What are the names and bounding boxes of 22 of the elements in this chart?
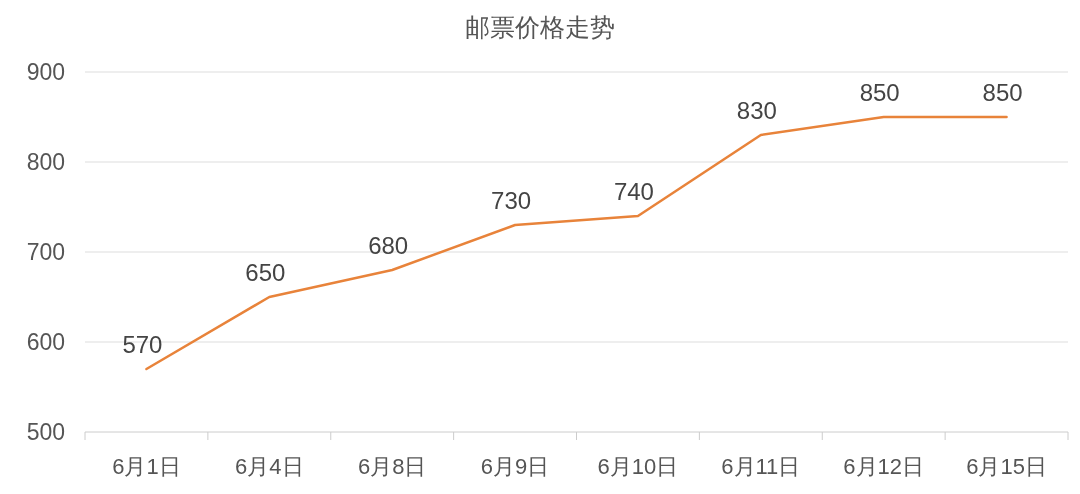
data-label: 730 [491,187,532,214]
y-tick-label: 700 [26,239,65,265]
x-tick-label: 6月1日 [112,454,181,479]
y-tick-label: 500 [26,419,65,445]
data-label: 680 [368,232,409,259]
data-label: 570 [122,331,163,358]
data-label: 830 [736,97,777,124]
y-tick-label: 600 [26,329,65,355]
data-label: 740 [613,178,654,205]
x-tick-label: 6月4日 [235,454,304,479]
data-label: 850 [982,79,1023,106]
x-tick-label: 6月8日 [357,454,427,479]
y-tick-label: 800 [26,149,65,175]
x-tick-label: 6月11日 [721,454,801,479]
x-tick-label: 6月10日 [597,454,679,479]
x-tick-label: 6月12日 [843,454,925,479]
x-tick-label: 6月9日 [480,454,550,479]
y-tick-label: 900 [26,59,65,85]
data-label: 850 [859,79,900,106]
chart-title: 邮票价格走势 [465,13,615,41]
x-tick-label: 6月15日 [966,454,1047,479]
data-label: 650 [245,259,286,286]
